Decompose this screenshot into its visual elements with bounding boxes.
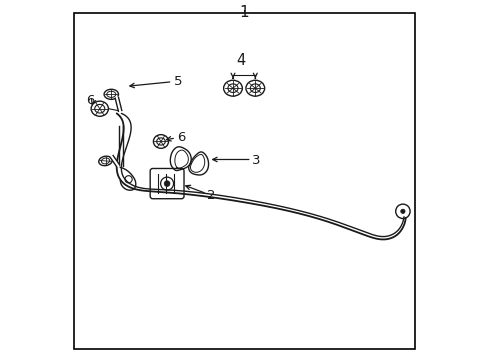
Text: 2: 2 [207, 189, 216, 202]
Text: 6: 6 [177, 131, 185, 144]
Circle shape [400, 209, 404, 213]
Text: 5: 5 [173, 75, 182, 88]
Text: 1: 1 [239, 5, 249, 21]
Text: 6: 6 [85, 94, 94, 107]
Text: 4: 4 [236, 53, 245, 68]
Circle shape [164, 181, 170, 186]
Text: 3: 3 [252, 154, 261, 167]
